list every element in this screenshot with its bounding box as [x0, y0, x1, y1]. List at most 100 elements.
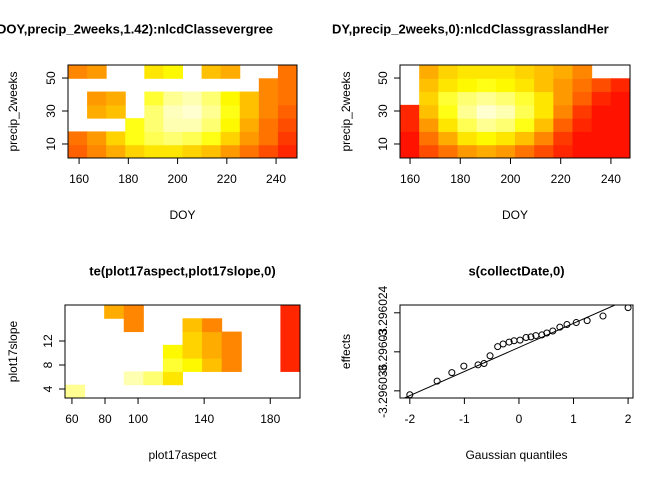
heat-cell — [163, 144, 183, 158]
heat-cell — [515, 65, 535, 79]
y-axis-label: precip_2weeks — [6, 71, 20, 151]
heat-cell — [572, 131, 593, 146]
x-tick-label: 220 — [217, 172, 237, 186]
heat-cell — [125, 118, 145, 132]
x-tick-label: 180 — [260, 412, 280, 426]
heat-cell — [591, 78, 612, 93]
x-tick-label: 0 — [516, 412, 523, 426]
y-tick-label: 50 — [376, 71, 390, 85]
heat-cell — [68, 65, 88, 79]
y-tick-label: 12 — [41, 334, 55, 348]
heat-cell — [106, 144, 126, 158]
heat-cell — [553, 104, 573, 119]
heat-cell — [277, 131, 297, 146]
heat-cell — [457, 91, 478, 106]
heat-cell — [182, 344, 203, 359]
heat-cell — [87, 131, 107, 146]
panel: -2 -1 0 1 2 -3.296036-3.29603-3.296024 Gaussia… — [339, 263, 634, 462]
heat-cell — [220, 131, 241, 146]
x-tick-label: 2 — [625, 412, 632, 426]
heat-cell — [201, 91, 222, 106]
heat-cell — [182, 118, 203, 132]
heat-cell — [419, 131, 439, 146]
heat-cell — [495, 131, 516, 146]
heat-cell — [277, 104, 297, 119]
heat-cell — [610, 91, 630, 106]
heat-cell — [591, 91, 612, 106]
heat-cell — [572, 78, 593, 93]
y-axis-label: effects — [339, 334, 353, 369]
x-tick-label: 100 — [128, 412, 148, 426]
heat-cell — [610, 104, 630, 119]
point — [448, 369, 456, 377]
heat-cell — [280, 358, 300, 372]
heat-cell — [457, 118, 478, 132]
heat-cell — [239, 91, 260, 106]
heat-cell — [277, 65, 297, 79]
y-tick-label: 4 — [41, 385, 55, 392]
y-tick-label: 10 — [376, 137, 390, 151]
y-tick-label: -3.29603 — [376, 328, 390, 376]
heat-cell — [163, 91, 183, 106]
heat-cell — [182, 358, 203, 372]
heat-cell — [106, 91, 126, 106]
heat-cell — [143, 371, 164, 386]
heat-cell — [162, 344, 183, 359]
y-tick-label: -3.296024 — [376, 285, 390, 339]
heat-cell — [125, 144, 145, 158]
plot-frame — [64, 304, 301, 399]
heat-cell — [163, 118, 183, 132]
heat-cell — [201, 65, 222, 79]
heat-cell — [87, 104, 107, 119]
heat-cell — [457, 131, 478, 146]
heat-cell — [258, 104, 279, 119]
heat-cell — [438, 104, 458, 119]
point — [624, 305, 632, 312]
heat-cell — [220, 104, 241, 119]
point — [556, 323, 564, 331]
heat-cell — [280, 305, 300, 319]
heat-cell — [476, 131, 497, 146]
heat-cell — [419, 78, 439, 93]
y-tick-label: -3.296036 — [376, 363, 390, 417]
heat-cell — [144, 118, 164, 132]
heat-cell — [610, 118, 630, 132]
heat-cell — [220, 118, 241, 132]
x-tick-label: 80 — [98, 412, 112, 426]
point — [494, 343, 502, 351]
heat-cell — [534, 118, 554, 132]
x-axis-label: plot17aspect — [148, 448, 217, 462]
x-axis-label: Gaussian quantiles — [465, 448, 567, 462]
heat-cell — [239, 104, 260, 119]
y-axis-label: precip_2weeks — [339, 71, 353, 151]
heat-cell — [201, 144, 222, 158]
x-tick-label: 140 — [194, 412, 214, 426]
heat-cell — [572, 118, 593, 132]
plot-area — [68, 65, 297, 158]
heat-cell — [87, 65, 107, 79]
heat-cell — [610, 78, 630, 93]
heat-cell — [457, 104, 478, 119]
heat-cell — [104, 305, 125, 319]
heat-cell — [144, 65, 164, 79]
y-tick-label: 30 — [376, 104, 390, 118]
point — [522, 334, 530, 342]
heat-cell — [400, 131, 420, 146]
heat-cell — [182, 91, 203, 106]
heat-cell — [87, 91, 107, 106]
plot-area — [65, 305, 300, 398]
heat-cell — [438, 78, 458, 93]
heat-cell — [515, 91, 535, 106]
panel: 160 180 200 220 240 10 30 50 DOY precip_2weeks DY,… — [332, 21, 631, 222]
heat-cell — [515, 144, 535, 158]
heat-cell — [591, 104, 612, 119]
x-axis-label: DOY — [169, 208, 195, 222]
heat-cell — [106, 131, 126, 146]
heat-cell — [258, 118, 279, 132]
heat-cell — [476, 104, 497, 119]
heat-cell — [163, 65, 183, 79]
panel: 60 80 100 140 180 4 8 12 plot17aspect plot17slope… — [6, 263, 301, 462]
heat-cell — [182, 318, 203, 333]
x-tick-label: 180 — [118, 172, 138, 186]
heat-cell — [438, 91, 458, 106]
